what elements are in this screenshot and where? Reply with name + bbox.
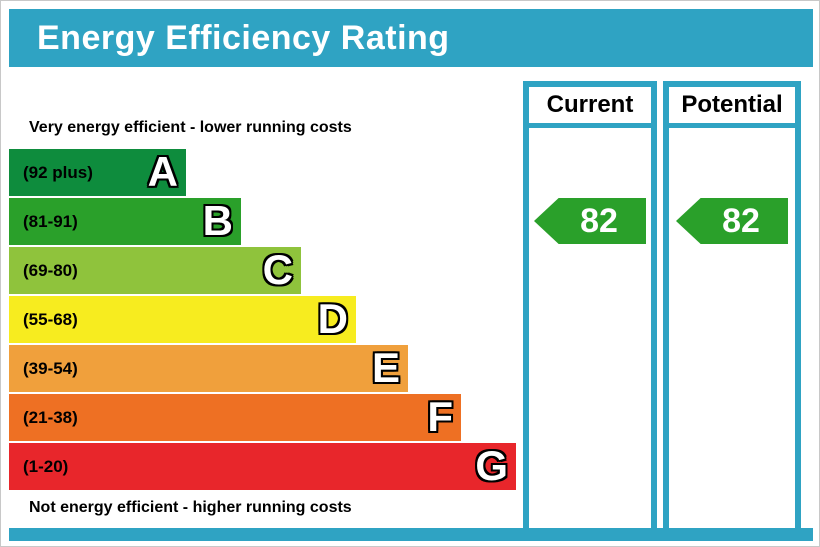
band-e: (39-54) E xyxy=(9,345,408,392)
band-g-letter: G xyxy=(475,442,508,489)
band-d-letter: D xyxy=(317,295,348,342)
potential-column: Potential xyxy=(663,81,801,528)
potential-rating-arrow: 82 xyxy=(676,198,788,244)
band-b-range: (81-91) xyxy=(23,211,78,231)
band-g-range: (1-20) xyxy=(23,456,69,476)
current-column-header: Current xyxy=(529,87,651,128)
rating-bands: (92 plus) A (81-91) B (69-80) C (55-68) … xyxy=(9,149,521,492)
band-b: (81-91) B xyxy=(9,198,241,245)
band-b-letter: B xyxy=(202,197,233,244)
band-e-letter: E xyxy=(371,344,400,391)
band-f: (21-38) F xyxy=(9,394,461,441)
band-g: (1-20) G xyxy=(9,443,516,490)
page-title: Energy Efficiency Rating xyxy=(9,9,813,67)
band-a-range: (92 plus) xyxy=(23,162,93,182)
band-f-range: (21-38) xyxy=(23,407,78,427)
potential-rating-value: 82 xyxy=(722,201,760,240)
band-d-range: (55-68) xyxy=(23,309,78,329)
current-rating-value: 82 xyxy=(580,201,618,240)
efficient-top-label: Very energy efficient - lower running co… xyxy=(29,119,352,136)
band-e-range: (39-54) xyxy=(23,358,78,378)
band-a: (92 plus) A xyxy=(9,149,186,196)
band-c-range: (69-80) xyxy=(23,260,78,280)
band-d: (55-68) D xyxy=(9,296,356,343)
current-rating-arrow: 82 xyxy=(534,198,646,244)
band-c: (69-80) C xyxy=(9,247,301,294)
band-f-letter: F xyxy=(427,393,453,440)
band-c-letter: C xyxy=(262,246,293,293)
inefficient-bottom-label: Not energy efficient - higher running co… xyxy=(29,499,352,516)
band-a-letter: A xyxy=(147,148,178,195)
bottom-accent-bar xyxy=(9,528,813,541)
current-column: Current xyxy=(523,81,657,528)
potential-column-header: Potential xyxy=(669,87,795,128)
